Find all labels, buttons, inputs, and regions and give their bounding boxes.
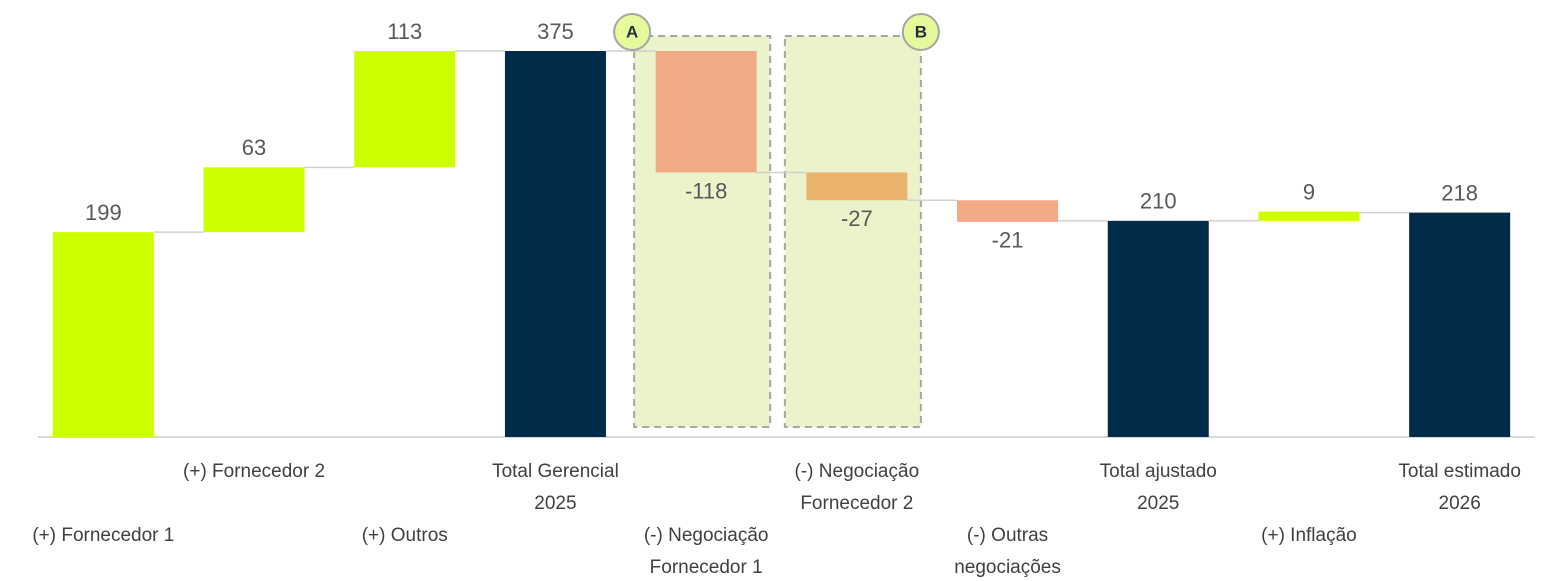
category-label: (-) Negociação <box>644 525 769 546</box>
value-label: -118 <box>685 178 727 203</box>
value-label: 218 <box>1441 180 1478 205</box>
value-label: 113 <box>387 19 422 44</box>
bar <box>354 51 456 168</box>
annotation-marker <box>613 13 652 51</box>
category-label: (-) Outras <box>967 525 1048 546</box>
category-label: Total ajustado <box>1100 461 1217 482</box>
category-label: Total Gerencial <box>492 461 619 482</box>
value-label: 199 <box>85 200 122 225</box>
category-label: 2025 <box>534 493 576 514</box>
highlight-box <box>783 35 922 428</box>
value-label: 9 <box>1303 179 1315 204</box>
category-label: (+) Fornecedor 2 <box>183 461 325 482</box>
bar <box>655 51 757 173</box>
bar <box>52 232 154 437</box>
category-label: (-) Negociação <box>795 461 920 482</box>
value-label: 210 <box>1140 189 1177 214</box>
value-label: 63 <box>242 135 266 160</box>
category-label: Fornecedor 1 <box>650 557 763 578</box>
value-label: -21 <box>992 228 1024 253</box>
category-label: negociações <box>954 557 1061 578</box>
category-label: Total estimado <box>1398 461 1521 482</box>
value-label: -27 <box>841 206 873 231</box>
annotation-label: B <box>915 22 927 41</box>
category-label: 2025 <box>1137 493 1179 514</box>
category-label: Fornecedor 2 <box>800 493 913 514</box>
category-label: (+) Fornecedor 1 <box>32 525 174 546</box>
bar <box>1409 212 1511 437</box>
category-label: (+) Inflação <box>1261 525 1357 546</box>
bar <box>203 167 305 233</box>
bar <box>1258 211 1360 221</box>
bar <box>957 200 1059 222</box>
annotation-marker <box>901 13 940 51</box>
bar <box>504 51 606 437</box>
annotation-label: A <box>626 22 638 41</box>
bar <box>806 172 908 201</box>
bar <box>1107 220 1209 437</box>
category-label: 2026 <box>1439 493 1481 514</box>
value-label: 375 <box>537 19 574 44</box>
category-label: (+) Outros <box>362 525 448 546</box>
